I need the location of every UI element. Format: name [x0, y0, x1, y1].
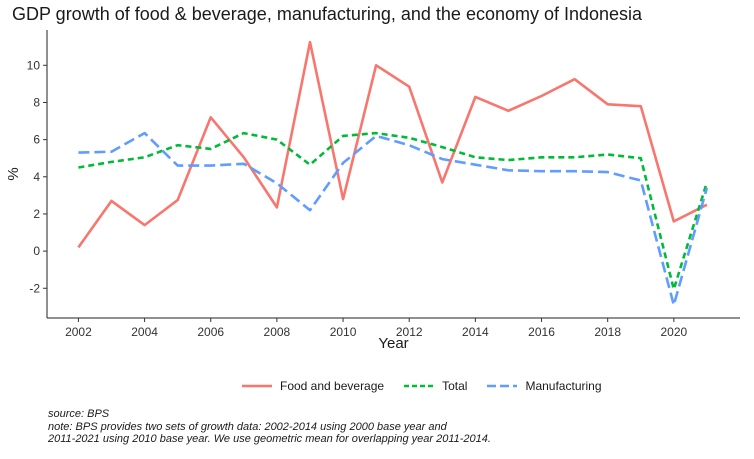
- note-line-1: note: BPS provides two sets of growth da…: [48, 420, 447, 433]
- x-tick-label: 2008: [264, 325, 291, 339]
- y-tick-label: -2: [29, 281, 40, 295]
- legend-key-food-and-beverage: [242, 384, 272, 388]
- x-tick-label: 2018: [594, 325, 621, 339]
- source-line: source: BPS: [48, 408, 110, 420]
- y-tick-label: 10: [27, 58, 41, 72]
- y-axis-title: %: [5, 167, 22, 180]
- y-tick-label: 8: [33, 95, 40, 109]
- legend-key-total: [404, 384, 435, 388]
- series-line-manufacturing: [78, 131, 709, 307]
- legend-label-food-and-beverage: Food and beverage: [280, 379, 385, 393]
- source-notes: source: BPS note: BPS provides two sets …: [48, 408, 491, 446]
- x-tick-label: 2002: [65, 325, 92, 339]
- legend-label-manufacturing: Manufacturing: [525, 379, 602, 393]
- chart-title: GDP growth of food & beverage, manufactu…: [12, 4, 643, 24]
- x-tick-label: 2020: [660, 325, 687, 339]
- legend-key-manufacturing: [487, 384, 518, 388]
- x-tick-label: 2014: [462, 325, 489, 339]
- note-line-2: 2011-2021 using 2010 base year. We use g…: [48, 433, 491, 445]
- x-tick-label: 2004: [131, 325, 158, 339]
- x-tick-label: 2010: [330, 325, 357, 339]
- x-tick-label: 2016: [528, 325, 555, 339]
- x-tick-label: 2006: [197, 325, 224, 339]
- series-line-total: [78, 131, 709, 291]
- x-tick-label: 2012: [396, 325, 423, 339]
- legend-item-manufacturing: Manufacturing: [485, 379, 602, 393]
- chart-legend: Food and beverage Total Manufacturing: [240, 376, 620, 396]
- legend-item-food-and-beverage: Food and beverage: [240, 379, 384, 393]
- legend-item-total: Total: [402, 379, 467, 393]
- x-axis-title: Year: [378, 335, 408, 352]
- series-line-food-and-beverage: [77, 40, 708, 249]
- y-tick-label: 2: [33, 207, 40, 221]
- y-tick-label: 0: [33, 244, 40, 258]
- y-tick-label: 6: [33, 133, 40, 147]
- y-tick-label: 4: [33, 170, 40, 184]
- legend-label-total: Total: [442, 379, 468, 393]
